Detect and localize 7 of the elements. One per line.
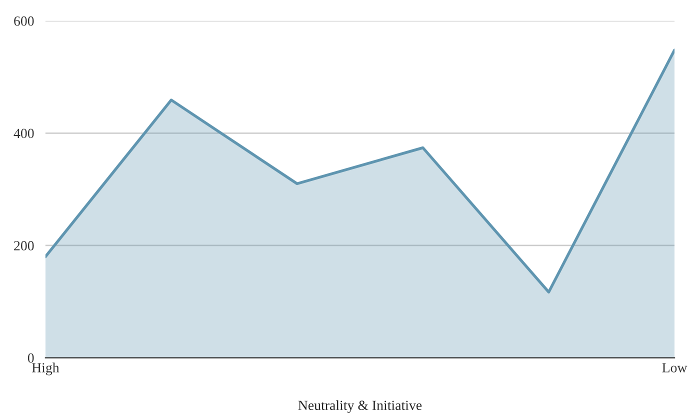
y-tick-label: 600	[14, 16, 34, 26]
x-tick-label: High	[32, 362, 60, 376]
y-tick-label: 400	[14, 128, 34, 138]
x-tick-label: Low	[662, 363, 688, 372]
y-tick-label: 0	[28, 353, 34, 363]
y-tick-label: 200	[14, 241, 34, 250]
x-axis-title: Neutrality & Initiative	[298, 400, 422, 413]
